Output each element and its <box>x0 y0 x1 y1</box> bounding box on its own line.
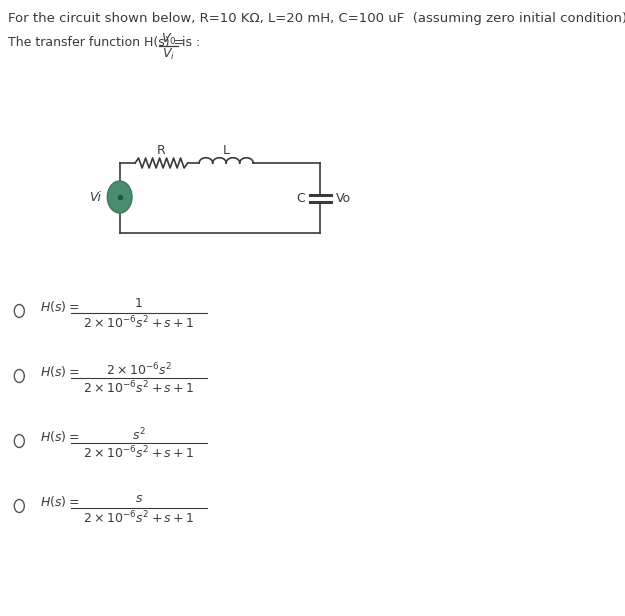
Text: $s$: $s$ <box>135 492 143 505</box>
Text: Vi: Vi <box>89 190 101 203</box>
Text: $2\times10^{-6}s^2+s+1$: $2\times10^{-6}s^2+s+1$ <box>83 445 195 461</box>
Text: For the circuit shown below, R=10 KΩ, L=20 mH, C=100 uF  (assuming zero initial : For the circuit shown below, R=10 KΩ, L=… <box>8 12 625 25</box>
Text: L: L <box>222 144 230 156</box>
Text: $2\times10^{-6}s^2+s+1$: $2\times10^{-6}s^2+s+1$ <box>83 380 195 397</box>
Text: Vo: Vo <box>336 192 351 205</box>
Text: $V_i$: $V_i$ <box>162 47 175 62</box>
Text: is :: is : <box>182 36 201 49</box>
Text: $s^2$: $s^2$ <box>132 427 146 444</box>
Text: $H(s)=$: $H(s)=$ <box>40 494 79 509</box>
Text: C: C <box>296 192 305 205</box>
Text: 1: 1 <box>135 297 143 310</box>
Circle shape <box>107 181 132 213</box>
Text: $2\times10^{-6}s^2$: $2\times10^{-6}s^2$ <box>106 362 172 379</box>
Text: $2\times10^{-6}s^2+s+1$: $2\times10^{-6}s^2+s+1$ <box>83 510 195 527</box>
Text: The transfer function H(s) =: The transfer function H(s) = <box>8 36 184 49</box>
Text: $H(s)=$: $H(s)=$ <box>40 429 79 444</box>
Text: $H(s)=$: $H(s)=$ <box>40 364 79 379</box>
Text: R: R <box>157 144 166 156</box>
Text: $V_0$: $V_0$ <box>161 32 176 47</box>
Text: $H(s)=$: $H(s)=$ <box>40 299 79 314</box>
Text: $2\times10^{-6}s^2+s+1$: $2\times10^{-6}s^2+s+1$ <box>83 315 195 331</box>
